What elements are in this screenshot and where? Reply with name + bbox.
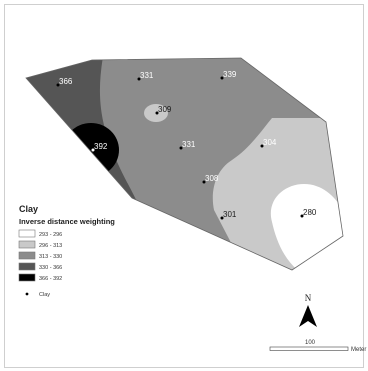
north-arrow-icon — [299, 305, 317, 327]
svg-text:308: 308 — [205, 174, 219, 183]
legend-item: 293 - 296 — [18, 229, 62, 238]
svg-text:313 - 330: 313 - 330 — [39, 254, 62, 260]
legend-subtitle: Inverse distance weighting — [19, 217, 115, 226]
scale-unit: Meter — [351, 347, 366, 353]
svg-text:301: 301 — [223, 210, 237, 219]
legend: Clay Inverse distance weighting 293 - 29… — [18, 204, 115, 298]
svg-text:331: 331 — [140, 71, 154, 80]
svg-text:392: 392 — [94, 142, 108, 151]
svg-text:280: 280 — [303, 208, 317, 217]
legend-point-item: Clay — [25, 292, 50, 298]
scale-value: 100 — [305, 340, 316, 346]
sample-point[interactable]: 308 — [202, 174, 219, 184]
svg-text:304: 304 — [263, 138, 277, 147]
sample-point[interactable]: 366 — [56, 77, 73, 87]
scale-bar-graphic — [269, 346, 349, 351]
sample-point[interactable]: 304 — [260, 138, 277, 148]
sample-point[interactable]: 331 — [137, 71, 154, 81]
legend-item: 330 - 366 — [18, 262, 62, 271]
svg-text:330 - 366: 330 - 366 — [39, 265, 62, 271]
svg-text:296 - 313: 296 - 313 — [39, 243, 62, 249]
class-366-392-zone — [63, 123, 119, 177]
svg-text:293 - 296: 293 - 296 — [39, 232, 62, 238]
legend-item: 296 - 313 — [18, 240, 62, 249]
svg-text:366 - 392: 366 - 392 — [39, 276, 62, 282]
sample-point[interactable]: 392 — [91, 142, 108, 152]
north-arrow: N — [299, 293, 317, 327]
legend-item: 366 - 392 — [18, 273, 62, 282]
sample-point[interactable]: 331 — [179, 140, 196, 150]
sample-points: 366 331 339 309 392 331 304 308 — [56, 70, 317, 220]
legend-title: Clay — [19, 204, 38, 214]
study-area-boundary — [25, 57, 344, 271]
svg-text:339: 339 — [223, 70, 237, 79]
svg-text:366: 366 — [59, 77, 73, 86]
scale-bar: 100 Meter — [269, 340, 366, 353]
svg-text:331: 331 — [182, 140, 196, 149]
point-symbol-icon — [25, 292, 29, 296]
svg-text:Clay: Clay — [39, 292, 50, 298]
legend-item: 313 - 330 — [18, 251, 62, 260]
north-letter: N — [305, 293, 312, 303]
sample-point[interactable]: 301 — [220, 210, 237, 220]
sample-point[interactable]: 280 — [300, 208, 317, 218]
svg-text:309: 309 — [158, 105, 172, 114]
sample-point[interactable]: 309 — [155, 105, 172, 115]
sample-point[interactable]: 339 — [220, 70, 237, 80]
